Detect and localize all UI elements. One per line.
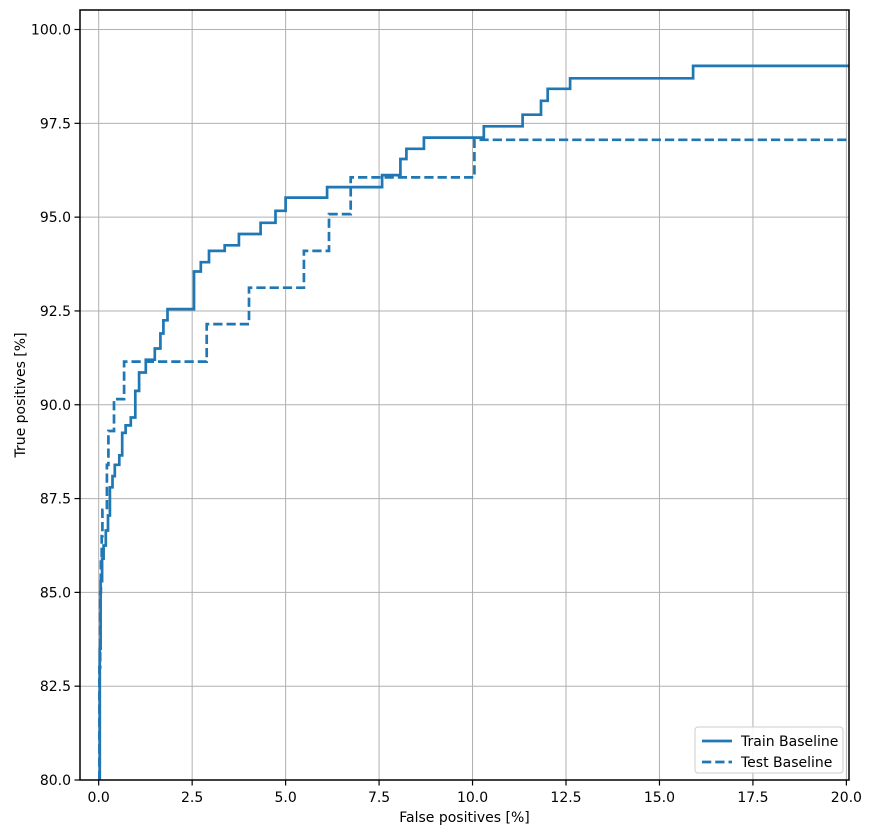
x-axis-label: False positives [%]: [399, 810, 529, 826]
y-tick-label: 82.5: [40, 679, 71, 695]
gridlines: [80, 10, 849, 781]
y-axis-label: True positives [%]: [13, 332, 29, 458]
x-tick-label: 15.0: [644, 790, 675, 806]
tick-marks: [74, 28, 847, 786]
x-tick-label: 10.0: [457, 790, 488, 806]
x-tick-label: 17.5: [737, 790, 768, 806]
series-train-baseline: [98, 64, 849, 780]
plot-border: [79, 9, 850, 781]
y-tick-label: 97.5: [40, 116, 71, 132]
legend: Train Baseline Test Baseline: [694, 726, 844, 774]
y-tick-label: 100.0: [31, 23, 71, 39]
x-tick-label: 12.5: [550, 790, 581, 806]
series-group: [98, 64, 849, 780]
series-test-baseline: [98, 138, 849, 780]
legend-label-train-baseline: Train Baseline: [740, 734, 838, 750]
x-tick-label: 5.0: [274, 790, 296, 806]
x-tick-label: 2.5: [181, 790, 203, 806]
y-tick-label: 90.0: [40, 398, 71, 414]
legend-label-test-baseline: Test Baseline: [740, 755, 832, 771]
x-tick-label: 0.0: [88, 790, 110, 806]
axes: 0.0 2.5 5.0 7.5 10.0 12.5 15.0 17.5 20.0 80.0 82.5…: [31, 9, 862, 806]
y-tick-label: 87.5: [40, 492, 71, 508]
y-tick-label: 80.0: [40, 773, 71, 789]
y-tick-label: 92.5: [40, 304, 71, 320]
y-tick-label: 85.0: [40, 585, 71, 601]
x-tick-label: 7.5: [368, 790, 390, 806]
x-tick-label: 20.0: [831, 790, 862, 806]
y-tick-label: 95.0: [40, 210, 71, 226]
